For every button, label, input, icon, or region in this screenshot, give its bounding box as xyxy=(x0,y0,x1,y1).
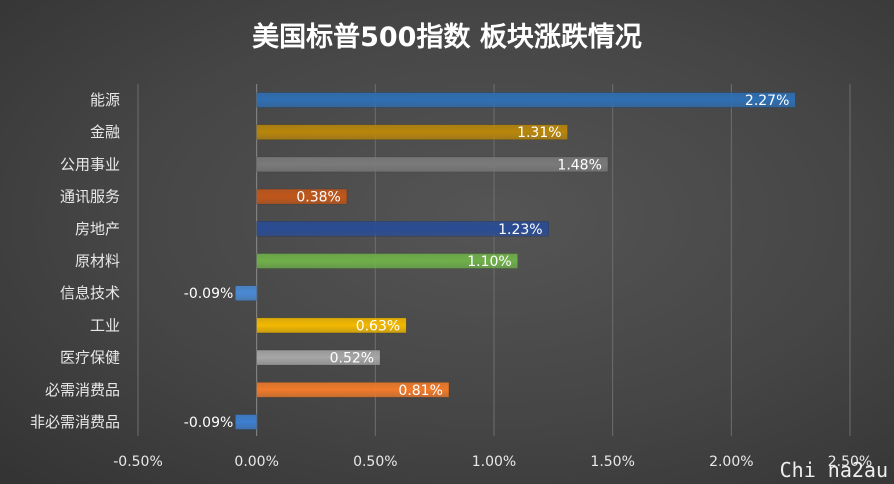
bar xyxy=(256,382,450,398)
data-label: 2.27% xyxy=(745,93,789,109)
data-label: 1.10% xyxy=(467,254,511,270)
x-axis-tick-labels: -0.50% 0.00% 0.50% 1.00% 1.50% 2.00% 2.50% xyxy=(113,454,872,470)
category-label: 能源 xyxy=(90,91,120,109)
bar xyxy=(235,285,257,301)
x-tick-label: 0.00% xyxy=(234,454,278,470)
bar xyxy=(256,188,348,205)
x-tick-label: 0.50% xyxy=(353,454,397,470)
x-tick-label: -0.50% xyxy=(113,454,163,470)
x-tick-label: 2.50% xyxy=(828,454,872,470)
data-label: 0.81% xyxy=(398,383,442,399)
bar xyxy=(235,414,257,430)
category-label: 公用事业 xyxy=(60,155,120,173)
data-labels: 2.27% 1.31% 1.48% 0.38% 1.23% 1.10% -0.09% 0.63… xyxy=(184,93,790,431)
data-label: 0.52% xyxy=(330,351,374,367)
bar xyxy=(256,349,381,366)
category-label: 医疗保健 xyxy=(60,349,120,367)
data-label: 0.38% xyxy=(296,190,340,206)
bar xyxy=(256,124,568,140)
data-label: 1.48% xyxy=(557,157,601,173)
chart-title: 美国标普500指数 板块涨跌情况 xyxy=(252,21,642,53)
category-label: 信息技术 xyxy=(60,284,120,302)
category-label: 通讯服务 xyxy=(60,188,120,206)
category-label: 必需消费品 xyxy=(45,381,120,399)
bar xyxy=(256,253,518,269)
category-label: 金融 xyxy=(90,123,120,141)
x-tick-label: 2.00% xyxy=(709,454,753,470)
data-label: -0.09% xyxy=(184,286,234,302)
bar xyxy=(256,92,796,108)
x-tick-label: 1.50% xyxy=(590,454,634,470)
data-label: 1.23% xyxy=(498,222,542,238)
bar xyxy=(256,221,549,237)
bar xyxy=(256,156,609,173)
watermark: Chi na2au xyxy=(779,458,888,482)
bars xyxy=(235,92,796,430)
category-label: 工业 xyxy=(90,316,120,334)
category-label: 房地产 xyxy=(75,220,120,238)
data-label: 1.31% xyxy=(517,125,561,141)
x-tick-label: 1.00% xyxy=(472,454,516,470)
data-label: 0.63% xyxy=(356,318,400,334)
bar xyxy=(256,317,407,334)
data-label: -0.09% xyxy=(184,415,234,431)
category-label: 原材料 xyxy=(75,252,120,270)
category-label: 非必需消费品 xyxy=(30,413,120,431)
